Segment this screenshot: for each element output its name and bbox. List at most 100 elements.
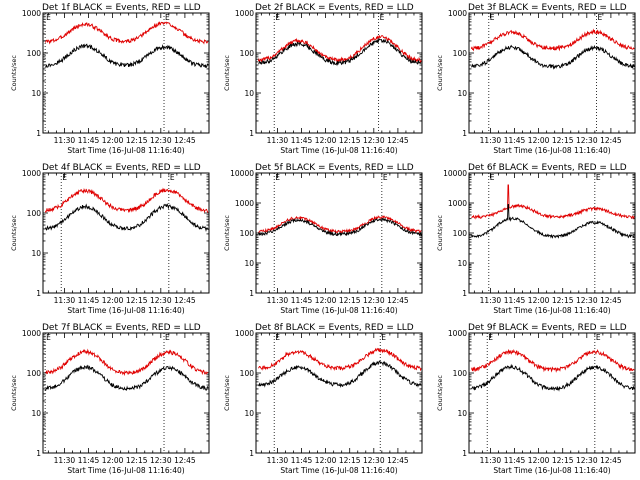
event-marker-label: E — [46, 333, 51, 342]
events-series-line — [44, 364, 209, 392]
x-axis-label: Start Time (16-Jul-08 11:16:40) — [67, 466, 184, 475]
y-tick-label: 100 — [453, 49, 468, 58]
y-tick-label: 1000 — [22, 169, 41, 178]
y-tick-label: 10 — [244, 89, 254, 98]
panel-title: Det 1f BLACK = Events, RED = LLD — [42, 3, 201, 13]
panel-title: Det 3f BLACK = Events, RED = LLD — [468, 3, 627, 13]
x-tick-label: 12:45 — [174, 456, 196, 465]
y-tick-label: 1 — [462, 289, 467, 298]
event-marker-label: E — [596, 333, 601, 342]
panel-title: Det 2f BLACK = Events, RED = LLD — [255, 3, 414, 13]
axis-frame — [255, 12, 423, 134]
x-tick-label: 11:45 — [78, 296, 100, 305]
event-marker-label: E — [490, 173, 495, 182]
detector-panel-7: Det 7f BLACK = Events, RED = LLD 1 10 100 10… — [10, 323, 210, 475]
y-tick-label: 1000 — [448, 329, 467, 338]
lld-series-line — [470, 28, 635, 52]
panel-title: Det 6f BLACK = Events, RED = LLD — [468, 163, 627, 173]
panel-title: Det 8f BLACK = Events, RED = LLD — [255, 323, 414, 333]
detector-panel-6: Det 6f BLACK = Events, RED = LLD 1 10 100 10… — [436, 163, 636, 315]
detector-panel-5: Det 5f BLACK = Events, RED = LLD 1 10 100 10… — [223, 163, 423, 315]
x-tick-label: 12:30 — [150, 456, 172, 465]
y-tick-label: 10 — [244, 259, 254, 268]
x-axis-label: Start Time (16-Jul-08 11:16:40) — [280, 306, 397, 315]
detector-panel-2: Det 2f BLACK = Events, RED = LLD 1 10 100 10… — [223, 3, 423, 155]
y-tick-label: 1000 — [448, 9, 467, 18]
lld-series-line — [44, 21, 209, 45]
x-tick-label: 12:15 — [552, 136, 574, 145]
y-tick-label: 1 — [36, 289, 41, 298]
x-tick-label: 12:30 — [363, 296, 385, 305]
x-tick-label: 12:45 — [600, 456, 622, 465]
lld-series-line — [258, 215, 422, 234]
x-tick-label: 11:45 — [78, 456, 100, 465]
x-tick-label: 12:00 — [102, 456, 124, 465]
y-tick-label: 100 — [453, 229, 468, 238]
event-marker-label: E — [62, 173, 67, 182]
panel-title: Det 4f BLACK = Events, RED = LLD — [42, 163, 201, 173]
y-tick-label: 100 — [240, 49, 255, 58]
x-tick-label: 11:45 — [291, 136, 313, 145]
axis-frame — [42, 332, 210, 454]
x-axis-label: Start Time (16-Jul-08 11:16:40) — [493, 146, 610, 155]
x-tick-label: 12:00 — [528, 456, 550, 465]
x-tick-label: 12:45 — [174, 136, 196, 145]
y-tick-label: 100 — [27, 369, 42, 378]
x-tick-label: 11:30 — [54, 296, 76, 305]
x-tick-label: 11:45 — [78, 136, 100, 145]
y-axis-label: Counts/sec — [10, 55, 18, 91]
y-axis-label: Counts/sec — [10, 215, 18, 251]
x-tick-label: 11:30 — [480, 456, 502, 465]
event-marker-label: E — [488, 333, 493, 342]
panel-title: Det 5f BLACK = Events, RED = LLD — [255, 163, 414, 173]
event-marker-label: E — [170, 173, 175, 182]
x-axis-label: Start Time (16-Jul-08 11:16:40) — [493, 466, 610, 475]
x-tick-label: 11:30 — [480, 296, 502, 305]
x-tick-label: 12:00 — [102, 296, 124, 305]
event-marker-label: E — [490, 13, 495, 22]
x-tick-label: 12:15 — [339, 136, 361, 145]
y-tick-label: 100 — [27, 209, 42, 218]
event-marker-label: E — [275, 173, 280, 182]
events-series-line — [470, 203, 635, 239]
x-tick-label: 12:15 — [339, 456, 361, 465]
x-tick-label: 11:30 — [54, 456, 76, 465]
x-tick-label: 12:45 — [174, 296, 196, 305]
y-axis-label: Counts/sec — [436, 55, 444, 91]
event-marker-label: E — [381, 333, 386, 342]
x-tick-label: 11:45 — [291, 296, 313, 305]
y-tick-label: 1 — [249, 289, 254, 298]
x-tick-label: 12:30 — [363, 136, 385, 145]
x-axis-label: Start Time (16-Jul-08 11:16:40) — [67, 306, 184, 315]
y-tick-label: 100 — [240, 369, 255, 378]
x-tick-label: 12:45 — [600, 296, 622, 305]
x-tick-label: 11:45 — [504, 456, 526, 465]
y-tick-label: 1000 — [22, 9, 41, 18]
axis-frame — [468, 12, 636, 134]
y-tick-label: 1 — [36, 129, 41, 138]
y-tick-label: 1000 — [448, 199, 467, 208]
event-marker-label: E — [383, 173, 388, 182]
x-tick-label: 11:30 — [267, 296, 289, 305]
y-tick-label: 10000 — [443, 169, 467, 178]
y-tick-label: 100 — [27, 49, 42, 58]
x-tick-label: 11:30 — [54, 136, 76, 145]
y-axis-label: Counts/sec — [436, 375, 444, 411]
detector-panel-9: Det 9f BLACK = Events, RED = LLD 1 10 100 10… — [436, 323, 636, 475]
x-tick-label: 11:30 — [480, 136, 502, 145]
x-tick-label: 12:00 — [528, 136, 550, 145]
detector-panel-8: Det 8f BLACK = Events, RED = LLD 1 10 100 10… — [223, 323, 423, 475]
y-tick-label: 1 — [462, 129, 467, 138]
axis-frame — [468, 172, 636, 294]
x-tick-label: 12:15 — [552, 296, 574, 305]
event-marker-label: E — [596, 173, 601, 182]
y-tick-label: 1 — [249, 449, 254, 458]
y-tick-label: 1000 — [22, 329, 41, 338]
x-tick-label: 12:15 — [126, 296, 148, 305]
y-tick-label: 100 — [240, 229, 255, 238]
lld-series-line — [470, 348, 635, 373]
detector-panel-1: Det 1f BLACK = Events, RED = LLD 1 10 100 10… — [10, 3, 210, 155]
event-marker-label: E — [46, 13, 51, 22]
event-marker-label: E — [380, 13, 385, 22]
